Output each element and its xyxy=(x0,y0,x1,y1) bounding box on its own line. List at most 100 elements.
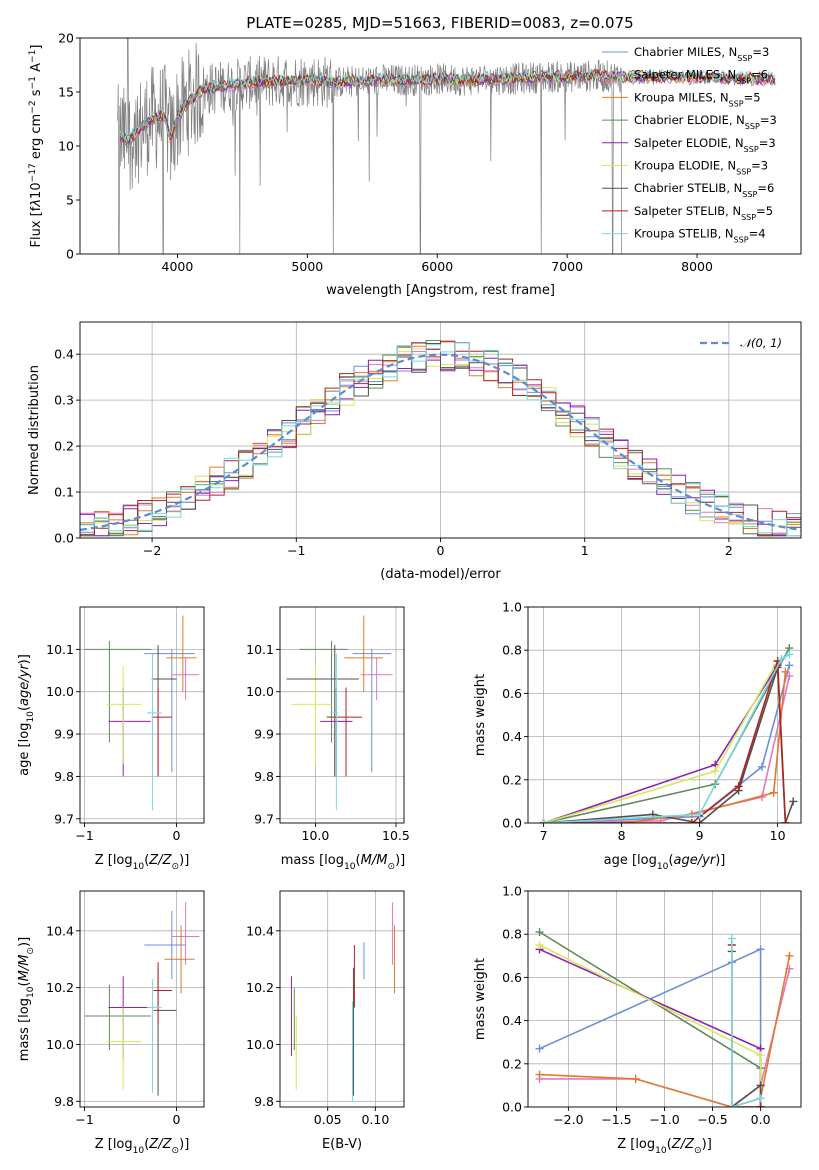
errorbar-salpeter-elodie xyxy=(108,687,151,777)
model-spectrum-salpeter-elodie xyxy=(119,70,776,144)
y-tick-label: 9.9 xyxy=(254,727,274,742)
x-tick-label: 2 xyxy=(725,543,733,558)
errorbar-salpeter-miles xyxy=(171,902,200,965)
y-axis-label: Normed distribution xyxy=(27,365,42,495)
series-line xyxy=(730,945,761,1107)
x-tick-label: 0.05 xyxy=(314,1112,342,1127)
y-tick-label: 10.4 xyxy=(246,923,274,938)
x-tick-label: 0.10 xyxy=(361,1112,389,1127)
y-axis-label: mass [log10(M/M⊙)] xyxy=(17,937,36,1061)
data-marker xyxy=(711,767,720,776)
y-tick-label: 9.8 xyxy=(54,1094,74,1109)
legend-entry: Kroupa MILES, NSSP=5 xyxy=(634,90,761,108)
series-salpeter-miles xyxy=(539,672,794,823)
series-line xyxy=(543,675,791,823)
x-tick-label: −1.5 xyxy=(601,1112,631,1127)
weight-vs-age-panel: 7 8 9 10 0.0 0.2 0.4 0.6 0.8 1.0 mass weight age [l… xyxy=(473,600,802,872)
y-tick-label: 1.0 xyxy=(502,600,522,615)
data-marker xyxy=(631,1074,640,1083)
x-tick-label: 8 xyxy=(618,828,626,843)
y-tick-label: 9.8 xyxy=(54,769,74,784)
y-tick-label: 10.2 xyxy=(246,980,274,995)
x-tick-label: −2 xyxy=(143,543,161,558)
x-tick-label: 1 xyxy=(581,543,589,558)
legend-entry: Kroupa STELIB, NSSP=4 xyxy=(634,227,766,245)
series-kroupa-stelib xyxy=(727,934,765,1107)
data-marker xyxy=(785,672,794,681)
x-tick-label: 0.0 xyxy=(751,1112,771,1127)
observed-spectrum xyxy=(117,38,623,254)
y-tick-label: 10.0 xyxy=(46,684,74,699)
axes-frame xyxy=(279,606,405,824)
series-salpeter-elodie xyxy=(539,661,782,823)
x-axis-label: Z [log10(Z/Z⊙)] xyxy=(95,853,190,872)
y-tick-label: 10.2 xyxy=(46,980,74,995)
series-line xyxy=(730,938,761,1107)
series-salpeter-stelib xyxy=(539,657,790,823)
x-tick-label: 10 xyxy=(770,828,786,843)
series-lines xyxy=(539,644,798,823)
series-line xyxy=(543,667,794,823)
legend-entry: Chabrier MILES, NSSP=3 xyxy=(634,45,769,63)
axes-frame xyxy=(527,606,802,824)
model-spectrum-kroupa-elodie xyxy=(120,69,776,143)
data-marker xyxy=(785,951,794,960)
y-tick-label: 9.8 xyxy=(254,1094,274,1109)
y-tick-label: 0.0 xyxy=(502,816,522,831)
data-marker xyxy=(769,788,778,797)
age-vs-Z-panel: −1 0 9.7 9.8 9.9 10.0 10.1 Z [log10(Z/Z⊙)] age [… xyxy=(17,606,205,872)
x-axis-label: mass [log10(M/M⊙)] xyxy=(281,853,405,872)
series-line xyxy=(543,664,779,823)
weight-vs-Z-panel: −2.0 −1.5 −1.0 −0.5 0.0 0.0 0.2 0.4 0.6 0.8 1.0 mas… xyxy=(473,884,802,1156)
model-spectrum-kroupa-stelib xyxy=(119,68,776,142)
mass-vs-EBV-panel: 0.05 0.10 9.8 10.0 10.2 10.4 E(B-V) xyxy=(246,890,405,1152)
data-marker xyxy=(785,650,794,659)
y-tick-label: 0.4 xyxy=(502,729,522,744)
errorbars xyxy=(84,902,200,1096)
errorbar-salpeter-miles xyxy=(171,657,200,701)
data-marker xyxy=(758,762,766,771)
x-tick-label: 8000 xyxy=(681,259,713,274)
spectrum-lines xyxy=(117,38,776,254)
y-tick-label: 10 xyxy=(58,139,74,154)
x-tick-label: −1 xyxy=(287,543,305,558)
x-tick-label: 4000 xyxy=(162,259,194,274)
y-tick-label: 9.9 xyxy=(54,727,74,742)
y-tick-label: 0.2 xyxy=(502,1056,522,1071)
y-tick-label: 0.2 xyxy=(502,772,522,787)
errorbars xyxy=(290,902,395,1102)
data-marker xyxy=(727,934,736,943)
data-marker xyxy=(539,819,548,823)
x-tick-label: 5000 xyxy=(291,259,323,274)
legend-entry: Chabrier STELIB, NSSP=6 xyxy=(634,181,774,199)
y-tick-label: 10.0 xyxy=(246,684,274,699)
errorbar-kroupa-stelib xyxy=(147,979,162,1093)
data-marker xyxy=(781,667,790,676)
mass-vs-Z-panel: −1 0 9.8 10.0 10.2 10.4 Z [log10(Z/Z⊙)] mass [l… xyxy=(17,890,205,1156)
series-chabrier-miles xyxy=(535,945,765,1107)
y-tick-label: 0.6 xyxy=(502,970,522,985)
y-tick-label: 1.0 xyxy=(502,884,522,899)
errorbar-chabrier-elodie xyxy=(84,984,151,1051)
errorbar-chabrier-miles xyxy=(352,649,392,773)
x-axis-label: age [log10(age/yr)] xyxy=(604,853,726,872)
data-marker xyxy=(781,819,790,823)
axes-frame xyxy=(279,890,405,1108)
age-vs-mass-panel: 10.0 10.5 9.7 9.8 9.9 10.0 10.1 mass [log10(M/M… xyxy=(246,606,410,872)
x-axis-label: (data-model)/error xyxy=(380,567,501,582)
series-chabrier-stelib xyxy=(727,947,765,1107)
normal-curve xyxy=(80,353,801,531)
x-tick-label: 0 xyxy=(172,1112,180,1127)
x-tick-label: −1 xyxy=(75,1112,93,1127)
data-marker xyxy=(756,945,765,954)
y-tick-label: 20 xyxy=(58,31,74,46)
x-tick-label: −1 xyxy=(75,828,93,843)
x-tick-label: 10.5 xyxy=(382,828,410,843)
series-line xyxy=(730,951,762,1107)
y-tick-label: 0.6 xyxy=(502,686,522,701)
x-tick-label: −1.0 xyxy=(649,1112,679,1127)
errorbar-chabrier-stelib xyxy=(286,645,359,777)
series-salpeter-elodie xyxy=(535,945,765,1107)
